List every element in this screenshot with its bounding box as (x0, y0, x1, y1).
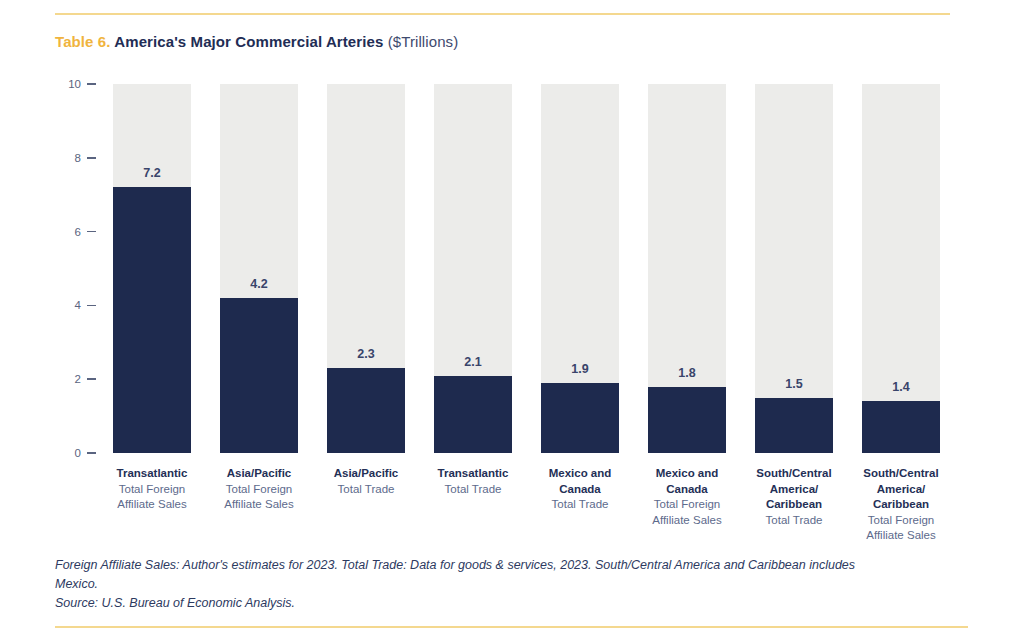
footnote-line: Foreign Affiliate Sales: Author's estima… (55, 556, 855, 575)
tick-mark (87, 83, 96, 85)
category-measure-line: Total Trade (740, 513, 848, 529)
report-page: Table 6. America's Major Commercial Arte… (0, 0, 1024, 639)
tick-mark (87, 378, 96, 380)
bar-value-label: 1.5 (755, 377, 833, 391)
category-name-line: South/Central (847, 466, 955, 482)
bar-value-label: 4.2 (220, 277, 298, 291)
category-name-line: Canada (633, 482, 741, 498)
bottom-divider (55, 626, 968, 628)
bar-value-label: 1.8 (648, 366, 726, 380)
bar-5 (541, 383, 619, 453)
category-name-line: America/ (740, 482, 848, 498)
category-measure-line: Total Foreign (205, 482, 313, 498)
category-name-line: Caribbean (740, 497, 848, 513)
category-name-line: Caribbean (847, 497, 955, 513)
category-measure-line: Total Foreign (98, 482, 206, 498)
bar-8 (862, 401, 940, 453)
tick-mark (87, 231, 96, 233)
bar-chart: 0246810 7.2TransatlanticTotal ForeignAff… (0, 0, 1024, 560)
category-measure-line: Total Trade (312, 482, 420, 498)
chart-footnote: Foreign Affiliate Sales: Author's estima… (55, 556, 855, 613)
tick-mark (87, 157, 96, 159)
bar-4 (434, 376, 512, 453)
category-measure-line: Affiliate Sales (205, 497, 313, 513)
footnote-line: Source: U.S. Bureau of Economic Analysis… (55, 594, 855, 613)
category-label: Mexico andCanadaTotal Trade (526, 466, 634, 513)
category-label: TransatlanticTotal ForeignAffiliate Sale… (98, 466, 206, 513)
category-measure-line: Affiliate Sales (847, 528, 955, 544)
category-label: South/CentralAmerica/CaribbeanTotal Trad… (740, 466, 848, 528)
y-axis-tick-4: 4 (55, 299, 96, 311)
bar-1 (113, 187, 191, 453)
category-name-line: South/Central (740, 466, 848, 482)
category-name-line: Mexico and (633, 466, 741, 482)
category-label: Asia/PacificTotal Trade (312, 466, 420, 497)
category-name-line: Asia/Pacific (205, 466, 313, 482)
y-axis-tick-0: 0 (55, 447, 96, 459)
category-name-line: Canada (526, 482, 634, 498)
category-measure-line: Total Trade (419, 482, 527, 498)
y-axis-tick-10: 10 (55, 78, 96, 90)
y-axis-tick-6: 6 (55, 226, 96, 238)
category-measure-line: Total Foreign (847, 513, 955, 529)
category-measure-line: Affiliate Sales (98, 497, 206, 513)
y-axis-tick-2: 2 (55, 373, 96, 385)
category-name-line: Transatlantic (419, 466, 527, 482)
bar-value-label: 2.1 (434, 355, 512, 369)
category-name-line: Mexico and (526, 466, 634, 482)
bar-3 (327, 368, 405, 453)
bar-background-column (862, 84, 940, 453)
category-measure-line: Affiliate Sales (633, 513, 741, 529)
tick-mark (87, 305, 96, 307)
bar-7 (755, 398, 833, 453)
bar-2 (220, 298, 298, 453)
category-measure-line: Total Foreign (633, 497, 741, 513)
bar-value-label: 1.9 (541, 362, 619, 376)
tick-mark (87, 452, 96, 454)
footnote-line: Mexico. (55, 575, 855, 594)
y-axis-tick-8: 8 (55, 152, 96, 164)
category-label: Mexico andCanadaTotal ForeignAffiliate S… (633, 466, 741, 528)
bar-value-label: 7.2 (113, 166, 191, 180)
category-label: South/CentralAmerica/CaribbeanTotal Fore… (847, 466, 955, 544)
category-label: Asia/PacificTotal ForeignAffiliate Sales (205, 466, 313, 513)
category-label: TransatlanticTotal Trade (419, 466, 527, 497)
bar-value-label: 2.3 (327, 347, 405, 361)
category-measure-line: Total Trade (526, 497, 634, 513)
category-name-line: Transatlantic (98, 466, 206, 482)
category-name-line: Asia/Pacific (312, 466, 420, 482)
category-name-line: America/ (847, 482, 955, 498)
bar-6 (648, 387, 726, 453)
bar-value-label: 1.4 (862, 380, 940, 394)
